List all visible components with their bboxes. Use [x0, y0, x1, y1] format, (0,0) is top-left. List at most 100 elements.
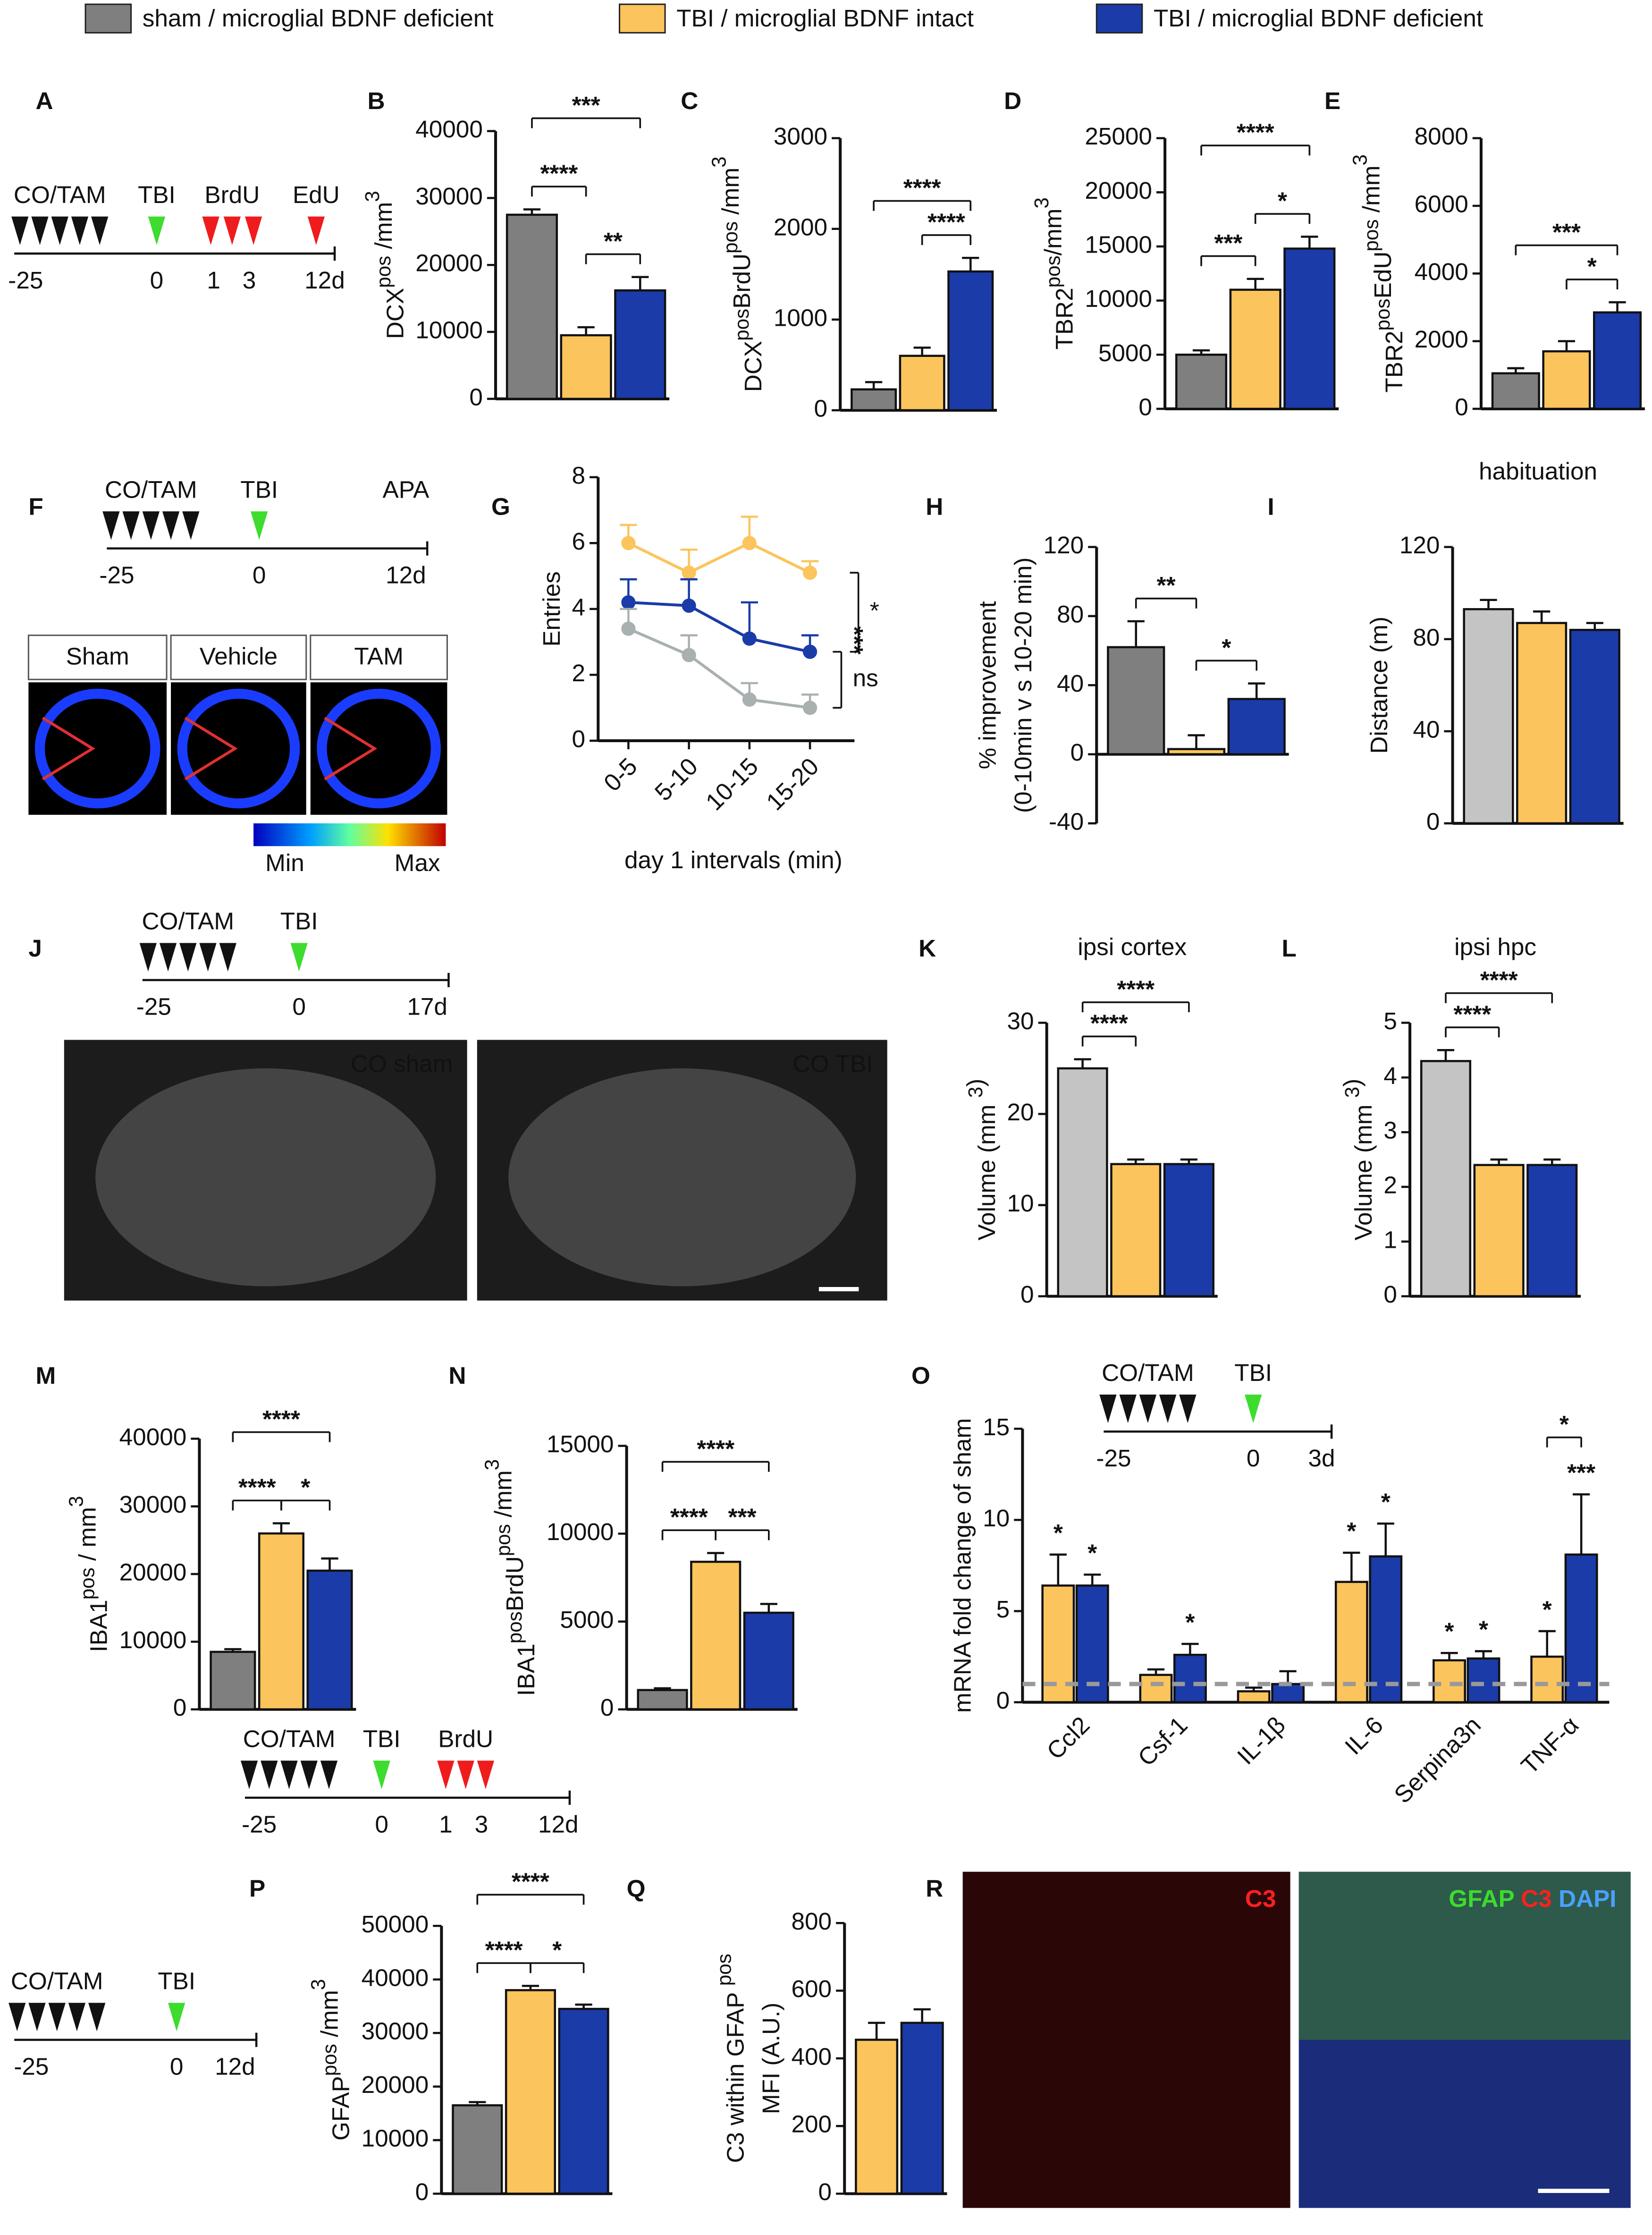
- panel-letter: D: [1004, 87, 1021, 114]
- timeline-arrow: [373, 1761, 390, 1789]
- colorbar-label: Max: [395, 849, 440, 876]
- y-tick-label: 40: [1413, 716, 1440, 743]
- panel-letter: R: [926, 1875, 943, 1902]
- y-axis-label-part: BrdU: [501, 1556, 528, 1611]
- image-label: GFAP C3 DAPI: [1449, 1885, 1616, 1912]
- bar: [1473, 1164, 1525, 1297]
- timeline-arrow: [31, 216, 49, 245]
- timeline-arrow: [244, 216, 262, 245]
- y-axis-label: (0-10min v s 10-20 min): [1009, 558, 1036, 813]
- point: [621, 595, 636, 610]
- heatmap-ring: [317, 688, 441, 809]
- y-axis-label-sup: pos: [731, 309, 753, 341]
- significance: *: [552, 1936, 562, 1963]
- y-tick-label: 200: [792, 2111, 832, 2138]
- significance: ***: [1567, 1459, 1595, 1486]
- y-axis-label: Volume (mm 3): [1338, 1079, 1376, 1241]
- timeline-arrow: [1119, 1394, 1137, 1423]
- bar: [210, 1651, 256, 1710]
- significance: ****: [485, 1936, 523, 1963]
- significance: ****: [697, 1435, 734, 1462]
- bar: [1173, 1653, 1207, 1703]
- significance: ns: [853, 664, 878, 691]
- y-axis-label: C3 within GFAP pos: [713, 1954, 749, 2163]
- timeline-event: TBI: [280, 908, 318, 935]
- heatmap-label-box: [170, 635, 307, 680]
- y-tick-label: 20: [1007, 1099, 1034, 1126]
- x-tick-label: Csf-1: [1133, 1711, 1193, 1771]
- panel-letter: F: [28, 493, 43, 520]
- x-tick-label: Ccl2: [1042, 1711, 1095, 1765]
- image-label-part: GFAP: [1449, 1885, 1521, 1912]
- timeline-arrow: [251, 511, 268, 540]
- timeline-tick: 3d: [1308, 1445, 1335, 1472]
- timeline-arrow: [11, 216, 29, 245]
- heatmap-label: TAM: [354, 643, 403, 669]
- timeline-arrow: [179, 943, 197, 972]
- timeline-tick: 12d: [538, 1811, 579, 1838]
- panel-letter: P: [249, 1875, 265, 1902]
- timeline-arrow: [162, 511, 180, 540]
- timeline-tick: 12d: [386, 562, 426, 589]
- legend-swatch: [618, 3, 666, 34]
- timeline-event: TBI: [158, 1968, 195, 1995]
- y-axis-label-part: TBR2: [1051, 288, 1078, 349]
- heatmap-label-box: [27, 635, 168, 680]
- micrograph-overlay: [1298, 1871, 1631, 2040]
- colorbar-label: Min: [265, 849, 304, 876]
- y-tick-label: 0: [572, 725, 586, 752]
- y-axis-label-part: ): [1338, 1079, 1365, 1087]
- y-tick-label: 0: [1138, 393, 1152, 420]
- x-tick-label: Serpina3n: [1389, 1711, 1486, 1809]
- timeline-arrow: [88, 2003, 106, 2032]
- x-tick-label: 0-5: [598, 753, 642, 796]
- arena-sector: [324, 717, 378, 780]
- y-tick-label: 40000: [415, 116, 483, 143]
- timeline-arrow: [28, 2003, 46, 2032]
- y-tick-label: 8000: [1415, 123, 1468, 150]
- bar: [1175, 354, 1228, 410]
- y-axis-label-sup: 3: [307, 1979, 329, 1990]
- y-tick-label: 6: [572, 528, 586, 555]
- y-tick-label: 80: [1057, 601, 1084, 627]
- bar: [452, 2104, 503, 2195]
- timeline-arrow: [223, 216, 241, 245]
- y-axis-label-sup: pos: [713, 1954, 735, 1986]
- bar: [1227, 698, 1286, 755]
- significance: ***: [572, 92, 600, 119]
- timeline-arrow: [307, 216, 325, 245]
- significance: ****: [1090, 1010, 1128, 1037]
- significance: ****: [903, 174, 941, 201]
- y-tick-label: 3: [1383, 1117, 1397, 1144]
- timeline-arrow: [182, 511, 200, 540]
- y-tick-label: 2000: [774, 213, 827, 240]
- timeline-arrow: [280, 1761, 298, 1789]
- y-tick-label: 0: [1455, 393, 1468, 420]
- bar: [1420, 1060, 1472, 1297]
- point: [742, 536, 757, 550]
- timeline-tick: 0: [150, 267, 164, 294]
- y-tick-label: 0: [818, 2178, 832, 2205]
- y-axis-label-sup: 3: [1341, 1087, 1363, 1098]
- point: [682, 566, 696, 580]
- y-axis-label-part: /mm: [1039, 209, 1066, 256]
- panel-letter: A: [35, 87, 53, 114]
- timeline-arrow: [290, 943, 308, 972]
- y-axis-label-part: IBA1: [512, 1643, 539, 1696]
- heatmap-label: Vehicle: [200, 643, 278, 669]
- timeline-event: TBI: [240, 476, 278, 503]
- image-label-part: C3: [1521, 1885, 1559, 1912]
- line: [628, 541, 811, 575]
- y-tick-label: 8: [572, 462, 586, 489]
- significance: ****: [1480, 966, 1518, 993]
- legend-swatch: [1096, 3, 1143, 34]
- heatmap: [28, 682, 167, 815]
- y-axis-label-part: IBA1: [85, 1600, 112, 1652]
- significance: ****: [1453, 1000, 1491, 1027]
- brain-section: [508, 1068, 856, 1287]
- panel-letter: B: [367, 87, 385, 114]
- bar: [1110, 1163, 1162, 1297]
- y-tick-label: 25000: [1085, 123, 1152, 150]
- point: [682, 598, 696, 613]
- y-tick-label: 40000: [362, 1964, 429, 1991]
